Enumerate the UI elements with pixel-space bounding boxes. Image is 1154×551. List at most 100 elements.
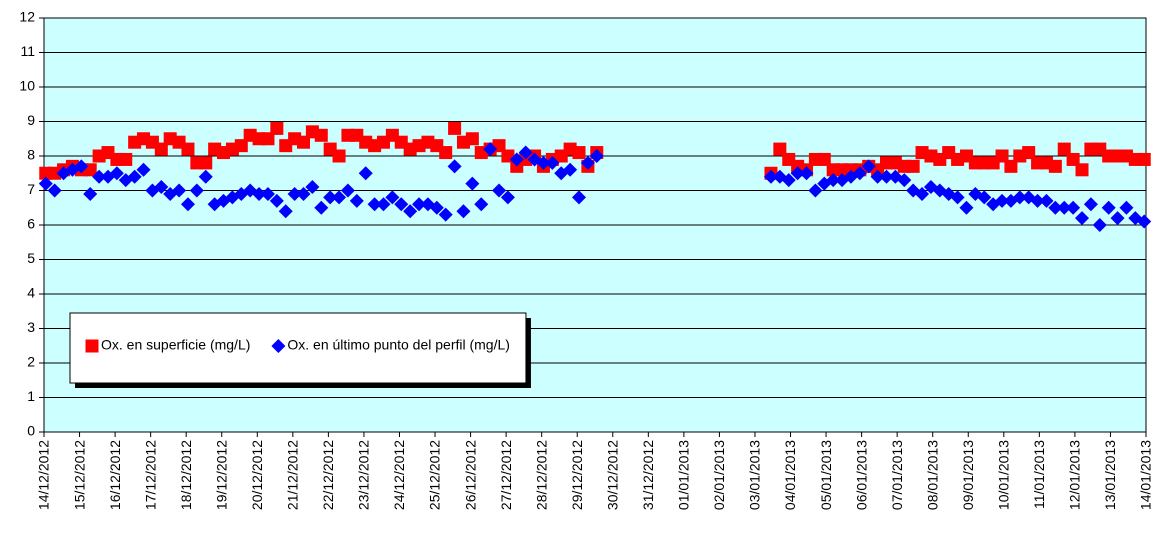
diamond-marker xyxy=(1083,197,1098,212)
diamond-marker xyxy=(278,204,293,219)
diamond-marker xyxy=(109,166,124,181)
diamond-marker xyxy=(429,200,444,215)
diamond-marker xyxy=(136,162,151,177)
diamond-marker xyxy=(447,159,462,174)
diamond-marker xyxy=(269,193,284,208)
x-tick-label: 13/01/2013 xyxy=(1102,440,1118,510)
square-marker xyxy=(906,159,920,173)
square-marker xyxy=(465,132,479,146)
diamond-marker xyxy=(412,197,427,212)
diamond-marker xyxy=(323,190,338,205)
diamond-marker xyxy=(198,169,213,184)
diamond-marker xyxy=(189,183,204,198)
diamond-marker xyxy=(465,176,480,191)
diamond-marker xyxy=(332,190,347,205)
legend-label: Ox. en último punto del perfil (mg/L) xyxy=(287,337,510,353)
square-marker xyxy=(261,132,275,146)
x-tick-label: 18/12/2012 xyxy=(178,440,194,510)
diamond-marker xyxy=(1012,190,1027,205)
diamond-marker xyxy=(172,183,187,198)
x-tick-label: 16/12/2012 xyxy=(107,440,123,510)
legend-label: Ox. en superficie (mg/L) xyxy=(101,337,250,353)
diamond-marker xyxy=(536,155,551,170)
square-marker xyxy=(1075,163,1089,177)
diamond-marker xyxy=(1110,211,1125,226)
x-tick-label: 17/12/2012 xyxy=(142,440,158,510)
diamond-marker xyxy=(180,197,195,212)
x-tick-label: 30/12/2012 xyxy=(604,440,620,510)
diamond-marker xyxy=(1101,200,1116,215)
x-tick-label: 25/12/2012 xyxy=(427,440,443,510)
x-tick-label: 19/12/2012 xyxy=(213,440,229,510)
diamond-marker xyxy=(915,186,930,201)
square-marker xyxy=(314,128,328,142)
y-tick-label: 12 xyxy=(19,9,35,25)
x-tick-label: 27/12/2012 xyxy=(498,440,514,510)
square-marker xyxy=(1137,152,1151,166)
y-tick-label: 4 xyxy=(27,285,35,301)
diamond-marker xyxy=(580,155,595,170)
square-marker xyxy=(297,135,311,149)
diamond-marker xyxy=(1030,193,1045,208)
square-marker xyxy=(181,142,195,156)
diamond-marker xyxy=(1092,218,1107,232)
diamond-marker xyxy=(826,173,841,188)
x-tick-label: 31/12/2012 xyxy=(640,440,656,510)
square-marker xyxy=(1022,146,1036,160)
diamond-marker xyxy=(474,197,489,212)
diamond-marker xyxy=(790,166,805,181)
square-marker xyxy=(817,152,831,166)
diamond-marker xyxy=(403,204,418,219)
diamond-marker xyxy=(572,190,587,205)
diamond-marker xyxy=(1075,211,1090,226)
diamond-marker xyxy=(977,190,992,205)
diamond-marker xyxy=(509,152,524,167)
square-marker xyxy=(448,121,462,135)
x-tick-label: 06/01/2013 xyxy=(853,440,869,510)
x-tick-label: 10/01/2013 xyxy=(996,440,1012,510)
y-tick-label: 8 xyxy=(27,147,35,163)
diamond-marker xyxy=(959,200,974,215)
x-tick-label: 24/12/2012 xyxy=(391,440,407,510)
diamond-marker xyxy=(799,166,814,181)
diamond-marker xyxy=(385,190,400,205)
x-tick-label: 04/01/2013 xyxy=(782,440,798,510)
y-tick-label: 7 xyxy=(27,181,35,197)
x-tick-label: 20/12/2012 xyxy=(249,440,265,510)
square-marker xyxy=(439,146,453,160)
x-tick-label: 02/01/2013 xyxy=(711,440,727,510)
diamond-marker xyxy=(376,197,391,212)
legend-box xyxy=(69,312,527,384)
diamond-marker xyxy=(483,142,498,157)
square-marker xyxy=(332,149,346,163)
y-tick-label: 6 xyxy=(27,216,35,232)
y-tick-label: 3 xyxy=(27,319,35,335)
square-marker xyxy=(1048,159,1062,173)
x-tick-label: 12/01/2013 xyxy=(1067,440,1083,510)
diamond-marker xyxy=(1066,200,1081,215)
x-tick-label: 21/12/2012 xyxy=(285,440,301,510)
diamond-marker xyxy=(781,173,796,188)
diamond-marker xyxy=(456,204,471,219)
square-marker xyxy=(234,139,248,153)
diamond-marker xyxy=(74,159,89,174)
x-tick-label: 14/01/2013 xyxy=(1138,440,1154,510)
diamond-marker xyxy=(305,180,320,195)
x-tick-label: 05/01/2013 xyxy=(818,440,834,510)
square-marker xyxy=(1066,152,1080,166)
x-tick-label: 07/01/2013 xyxy=(889,440,905,510)
square-marker xyxy=(119,152,133,166)
x-tick-label: 28/12/2012 xyxy=(533,440,549,510)
diamond-marker xyxy=(995,193,1010,208)
diamond-marker xyxy=(83,186,98,201)
diamond-marker xyxy=(296,186,311,201)
x-tick-label: 03/01/2013 xyxy=(747,440,763,510)
diamond-marker xyxy=(127,169,142,184)
y-tick-label: 1 xyxy=(27,388,35,404)
diamond-marker xyxy=(287,186,302,201)
diamond-marker xyxy=(492,183,507,198)
square-marker xyxy=(270,121,284,135)
diamond-marker xyxy=(1119,200,1134,215)
diamond-marker xyxy=(500,190,515,205)
